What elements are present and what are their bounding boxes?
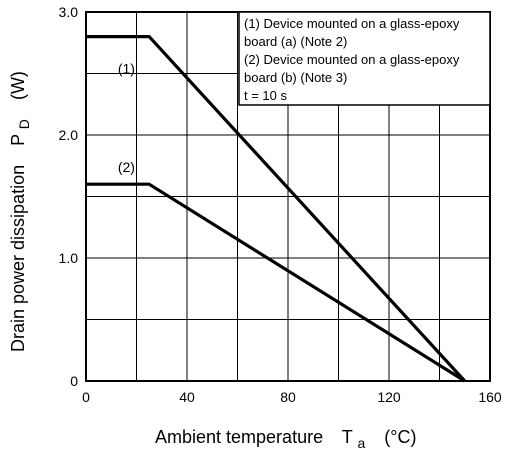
x-tick-label: 0 xyxy=(82,389,90,405)
series-line-1 xyxy=(86,34,466,383)
y-axis-label-subscript: D xyxy=(16,119,32,129)
legend-line: (1) Device mounted on a glass-epoxy xyxy=(244,16,460,31)
series-labels: (1) (2) xyxy=(118,61,135,175)
y-axis-label-text: Drain power dissipation xyxy=(8,165,28,352)
y-axis-label: Drain power dissipation P D (W) xyxy=(8,71,33,352)
y-tick-label: 2.0 xyxy=(59,127,79,143)
x-tick-label: 160 xyxy=(478,389,502,405)
x-axis-label-subscript: a xyxy=(357,435,365,450)
x-tick-labels: 0 40 80 120 160 xyxy=(82,389,502,405)
x-axis-label-symbol: T xyxy=(342,427,353,447)
y-tick-label: 1.0 xyxy=(59,250,79,266)
y-tick-label: 0 xyxy=(70,373,78,389)
x-axis-label: Ambient temperature T a (°C) xyxy=(155,427,416,450)
series-label-2: (2) xyxy=(118,159,135,175)
x-tick-label: 120 xyxy=(377,389,401,405)
x-tick-label: 40 xyxy=(179,389,195,405)
series-label-1: (1) xyxy=(118,61,135,77)
y-tick-label: 3.0 xyxy=(59,4,79,20)
series-lines xyxy=(86,34,466,383)
legend-line: t = 10 s xyxy=(244,88,287,103)
x-axis-label-unit: (°C) xyxy=(384,427,416,447)
y-axis-label-unit: (W) xyxy=(8,71,28,100)
y-axis-label-symbol: P xyxy=(8,134,28,146)
legend-line: board (b) (Note 3) xyxy=(244,70,347,85)
y-tick-labels: 0 1.0 2.0 3.0 xyxy=(59,4,79,389)
legend-box: (1) Device mounted on a glass-epoxy board… xyxy=(238,11,491,106)
legend-line: (2) Device mounted on a glass-epoxy xyxy=(244,52,460,67)
legend-line: board (a) (Note 2) xyxy=(244,34,347,49)
x-tick-label: 80 xyxy=(280,389,296,405)
legend-lines: (1) Device mounted on a glass-epoxy board… xyxy=(244,16,460,103)
x-axis-label-text: Ambient temperature xyxy=(155,427,323,447)
series-line-2 xyxy=(86,182,466,383)
legend-background xyxy=(238,11,491,106)
